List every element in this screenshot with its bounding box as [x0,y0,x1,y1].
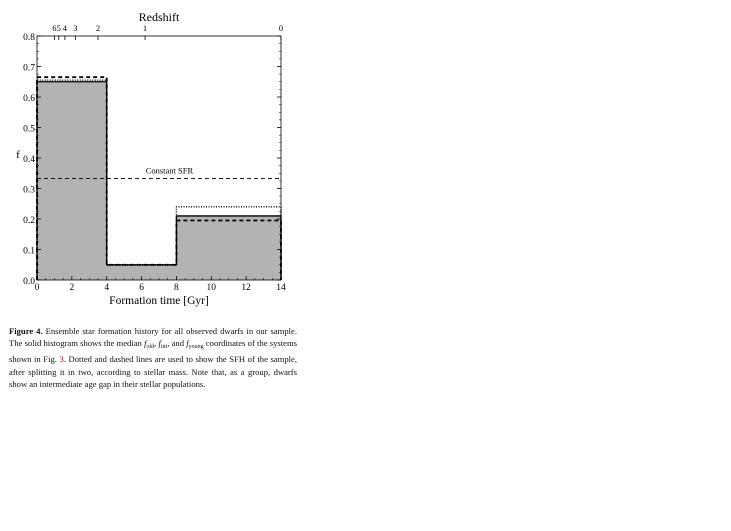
figure-caption: Figure 4. Ensemble star formation histor… [9,326,297,389]
dotted-histogram-line [36,79,282,280]
top-tick-label: 4 [63,23,68,33]
top-tick-label: 5 [57,23,61,33]
caption-label: Figure 4. [9,326,43,336]
caption-sub-int: int [160,344,168,351]
x-tick-label: 8 [174,283,179,293]
top-tick-label: 3 [73,23,77,33]
x-tick-label: 12 [241,283,251,293]
dashed-histogram-line [36,76,282,280]
y-tick-label: 0.3 [23,186,35,196]
constant-sfr-label: Constant SFR [146,165,194,175]
caption-text: . Dotted and dashed lines are used to sh… [9,354,297,389]
caption-sub-young: young [188,344,204,351]
y-tick-label: 0.1 [23,247,35,257]
top-tick-label: 6 [52,23,56,33]
y-tick-label: 0.7 [23,64,35,74]
x-tick-label: 4 [104,283,109,293]
y-tick-label: 0.2 [23,216,35,226]
x-tick-label: 14 [276,283,286,293]
figure-reference-link[interactable]: 3 [59,354,64,365]
y-tick-label: 0.4 [23,155,35,165]
histogram-bar [106,264,177,280]
x-tick-label: 2 [69,283,74,293]
solid-histogram-line [36,81,282,280]
top-tick-label: 0 [279,23,283,33]
chart-title: Redshift [139,10,180,24]
x-tick-label: 0 [35,283,40,293]
x-tick-label: 10 [207,283,217,293]
y-tick-label: 0.0 [23,277,35,287]
top-tick-label: 1 [143,23,147,33]
caption-sub-old: old [146,344,155,351]
histogram-bar [176,215,281,280]
x-axis-label: Formation time [Gyr] [109,295,209,307]
y-tick-label: 0.5 [23,125,35,135]
caption-text: , and [167,338,187,349]
y-tick-label: 0.6 [23,94,35,104]
y-tick-label: 0.8 [23,33,35,43]
caption-text: coordinates of the systems shown in Fig. [9,338,297,365]
y-axis-label: f [16,149,20,161]
caption-text: Ensemble star formation history for all … [9,326,297,349]
histogram-bar [37,81,107,280]
top-tick-label: 2 [96,23,100,33]
x-tick-label: 6 [139,283,144,293]
caption-text: , [154,338,159,349]
